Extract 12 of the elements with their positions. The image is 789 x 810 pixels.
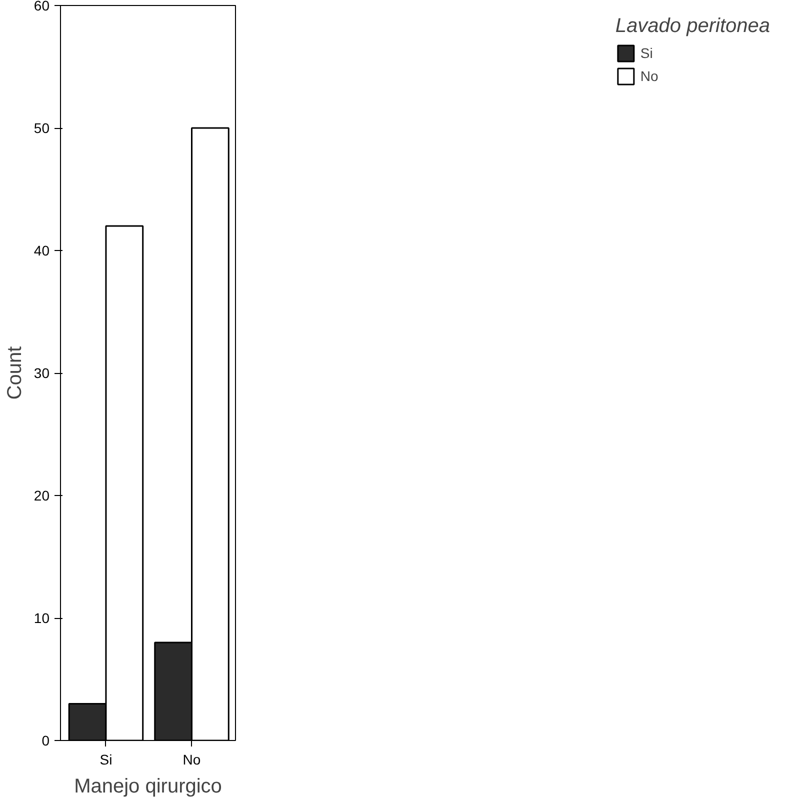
legend-title: Lavado peritonea (615, 15, 770, 38)
y-tick-label: 60 (34, 0, 50, 14)
y-tick-label: 10 (34, 610, 50, 626)
y-tick-label: 40 (34, 242, 50, 258)
y-tick-label: 50 (34, 120, 50, 136)
legend-label: No (640, 68, 660, 84)
legend-label: Si (640, 45, 654, 61)
y-tick-label: 0 (42, 732, 50, 748)
x-axis-title: Manejo qirurgico (74, 776, 222, 798)
y-tick-label: 20 (34, 488, 50, 504)
y-tick-label: 30 (34, 365, 50, 381)
y-axis-title: Count (4, 346, 26, 400)
